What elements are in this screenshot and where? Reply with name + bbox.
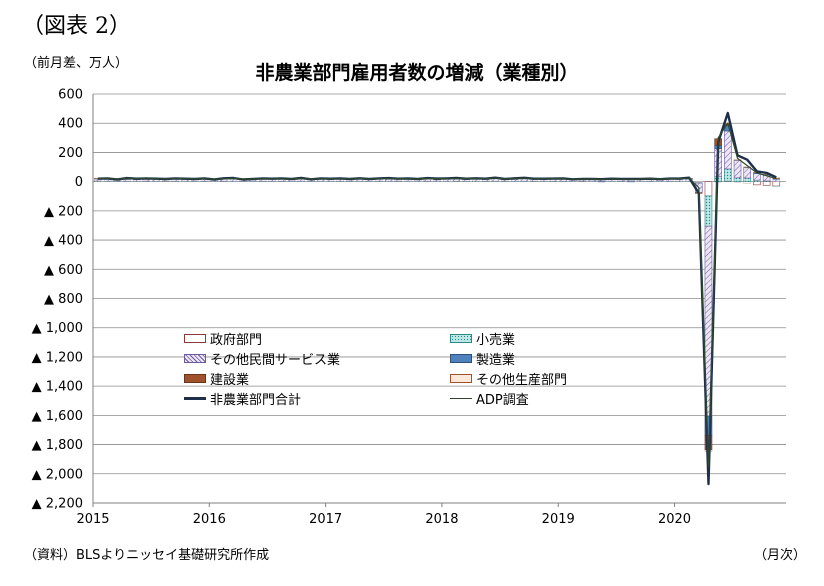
bar-segment	[753, 181, 761, 186]
bar-segment	[695, 181, 703, 183]
line-layer	[97, 111, 777, 486]
legend-item: 製造業	[450, 350, 516, 368]
legend-swatch	[450, 373, 472, 383]
y-tick-label: ▲ 1,800	[32, 438, 83, 453]
x-tick-label: 2018	[425, 512, 458, 527]
grid-layer	[93, 93, 786, 504]
legend-item: その他民間サービス業	[184, 350, 341, 368]
bar-segment	[743, 181, 751, 184]
legend-item: 建設業	[184, 370, 250, 388]
y-tick-label: ▲ 1,200	[32, 350, 83, 365]
y-tick-label: ▲ 600	[44, 263, 83, 278]
bar-segment	[724, 130, 732, 170]
chart-title: 非農業部門雇用者数の増減（業種別）	[255, 62, 579, 84]
legend-swatch	[450, 333, 472, 343]
legend-label: 非農業部門合計	[210, 392, 302, 408]
y-tick-label: 400	[58, 117, 83, 132]
legend-label: その他民間サービス業	[210, 352, 341, 368]
y-tick-label: 600	[58, 88, 83, 103]
series-line	[97, 122, 777, 468]
bar-segment	[743, 177, 752, 182]
axis-layer: 600 400 200 0 ▲ 200 ▲ 400 ▲ 600 ▲ 800 ▲ 1,000 ▲ 1…	[32, 88, 786, 527]
bar-segment	[704, 195, 713, 227]
x-tick-label: 2015	[76, 512, 109, 527]
legend-label: 建設業	[210, 372, 250, 388]
y-tick-label: ▲ 1,000	[32, 321, 83, 336]
legend-swatch	[184, 333, 206, 343]
legend-line-swatch	[450, 397, 472, 399]
legend-label: 政府部門	[210, 332, 263, 348]
legend-item: 小売業	[450, 330, 516, 348]
bar-segment	[704, 181, 713, 197]
y-tick-label: ▲ 1,400	[32, 380, 83, 395]
legend-item: 非農業部門合計	[184, 390, 302, 408]
x-tick-label: 2020	[658, 512, 691, 527]
legend-swatch	[184, 373, 206, 383]
legend-item: 政府部門	[184, 330, 263, 348]
legend-label: ADP調査	[476, 392, 529, 408]
bar-segment	[762, 181, 771, 186]
legend-label: その他生産部門	[476, 372, 568, 388]
y-tick-label: ▲ 200	[44, 204, 83, 219]
bar-segment	[724, 168, 732, 182]
y-tick-label: ▲ 800	[44, 292, 83, 307]
y-tick-label: ▲ 2,000	[32, 467, 83, 482]
y-tick-label: 0	[75, 175, 83, 190]
bar-segment	[753, 173, 761, 181]
x-tick-label: 2019	[542, 512, 575, 527]
legend-swatch	[184, 353, 206, 363]
legend-line-swatch	[184, 396, 206, 400]
figure-label: （図表 2）	[22, 14, 131, 39]
bar-segment	[733, 177, 742, 182]
bar-segment	[733, 160, 742, 179]
legend-label: 小売業	[476, 332, 516, 348]
x-tick-label: 2016	[193, 512, 226, 527]
y-unit-label: （前月差、万人）	[24, 56, 129, 71]
x-tick-label: 2017	[309, 512, 342, 527]
legend: 政府部門 小売業その他民間サービス業 製造業建設業 その他生産部門非農業部門合計 ADP…	[180, 330, 650, 410]
legend-label: 製造業	[476, 352, 516, 368]
y-tick-label: ▲ 1,600	[32, 409, 83, 424]
x-unit-label: （月次）	[754, 548, 807, 563]
legend-item: ADP調査	[450, 390, 529, 408]
source-label: （資料）BLSよりニッセイ基礎研究所作成	[24, 548, 270, 563]
bar-segment	[772, 179, 780, 182]
y-tick-label: 200	[58, 146, 83, 161]
legend-swatch	[450, 353, 472, 363]
legend-item: その他生産部門	[450, 370, 568, 388]
bar-segment	[772, 181, 781, 187]
y-tick-label: ▲ 400	[44, 234, 83, 249]
bar-segment	[743, 167, 752, 179]
y-tick-label: ▲ 2,200	[32, 497, 83, 512]
